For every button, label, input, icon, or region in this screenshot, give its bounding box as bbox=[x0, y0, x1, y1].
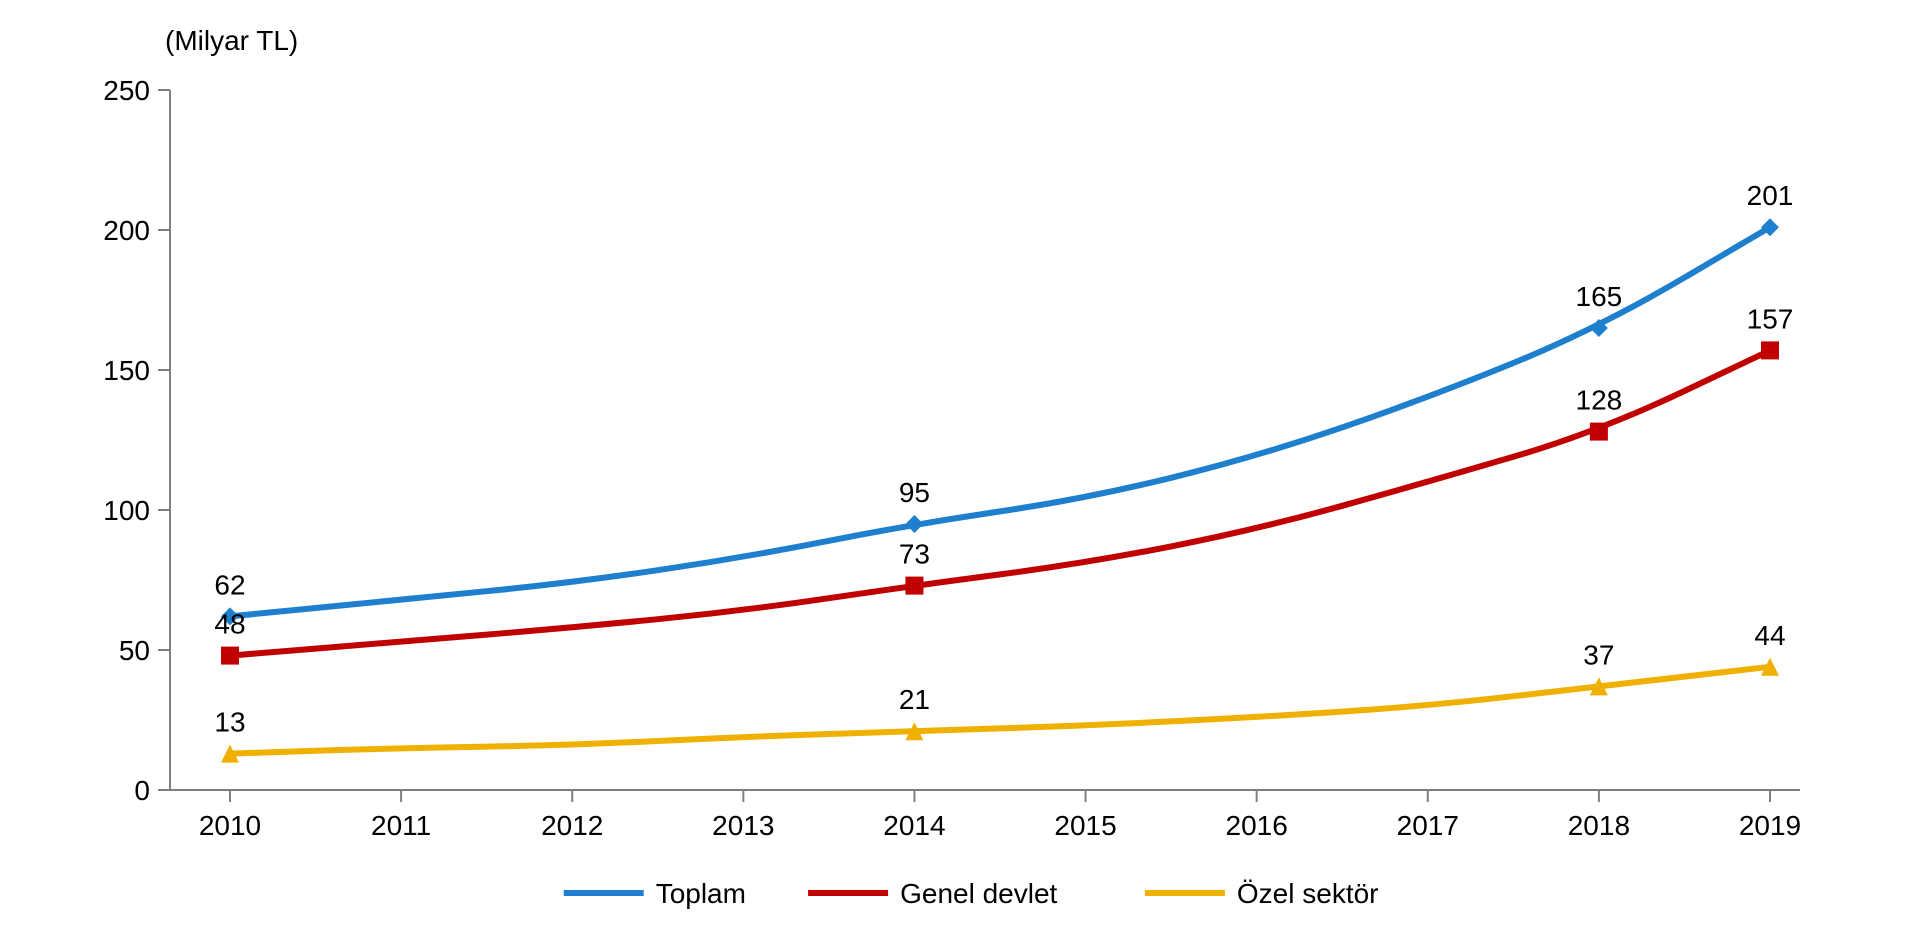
x-tick-label: 2017 bbox=[1397, 810, 1459, 841]
legend-label-genel-devlet: Genel devlet bbox=[900, 878, 1057, 909]
data-label: 48 bbox=[214, 609, 245, 640]
data-label: 95 bbox=[899, 477, 930, 508]
y-tick-label: 200 bbox=[103, 215, 150, 246]
marker-square bbox=[221, 647, 239, 665]
legend-label-ozel-sektor: Özel sektör bbox=[1237, 878, 1379, 909]
y-tick-label: 100 bbox=[103, 495, 150, 526]
chart-bg bbox=[0, 0, 1920, 928]
line-chart: 0 50 100 150 200 250 (Milyar TL) 2010 2011 2012 20… bbox=[0, 0, 1920, 928]
unit-label: (Milyar TL) bbox=[165, 25, 298, 56]
marker-square bbox=[1761, 341, 1779, 359]
data-label: 157 bbox=[1747, 303, 1794, 334]
x-tick-label: 2010 bbox=[199, 810, 261, 841]
x-tick-label: 2013 bbox=[712, 810, 774, 841]
legend-label-toplam: Toplam bbox=[656, 878, 746, 909]
x-tick-label: 2011 bbox=[371, 810, 431, 841]
marker-square bbox=[1590, 423, 1608, 441]
x-tick-label: 2012 bbox=[541, 810, 603, 841]
y-tick-label: 50 bbox=[119, 635, 150, 666]
x-tick-label: 2015 bbox=[1054, 810, 1116, 841]
x-tick-label: 2019 bbox=[1739, 810, 1801, 841]
x-tick-label: 2016 bbox=[1226, 810, 1288, 841]
x-tick-label: 2014 bbox=[883, 810, 945, 841]
chart-container: 0 50 100 150 200 250 (Milyar TL) 2010 2011 2012 20… bbox=[0, 0, 1920, 928]
data-label: 128 bbox=[1576, 385, 1623, 416]
y-tick-label: 0 bbox=[134, 775, 150, 806]
data-label: 62 bbox=[214, 569, 245, 600]
marker-square bbox=[905, 577, 923, 595]
data-label: 37 bbox=[1583, 639, 1614, 670]
data-label: 201 bbox=[1747, 180, 1794, 211]
data-label: 73 bbox=[899, 539, 930, 570]
data-label: 165 bbox=[1576, 281, 1623, 312]
x-tick-label: 2018 bbox=[1568, 810, 1630, 841]
data-label: 21 bbox=[899, 684, 930, 715]
y-tick-label: 250 bbox=[103, 75, 150, 106]
data-label: 13 bbox=[214, 707, 245, 738]
data-label: 44 bbox=[1754, 620, 1785, 651]
y-tick-label: 150 bbox=[103, 355, 150, 386]
